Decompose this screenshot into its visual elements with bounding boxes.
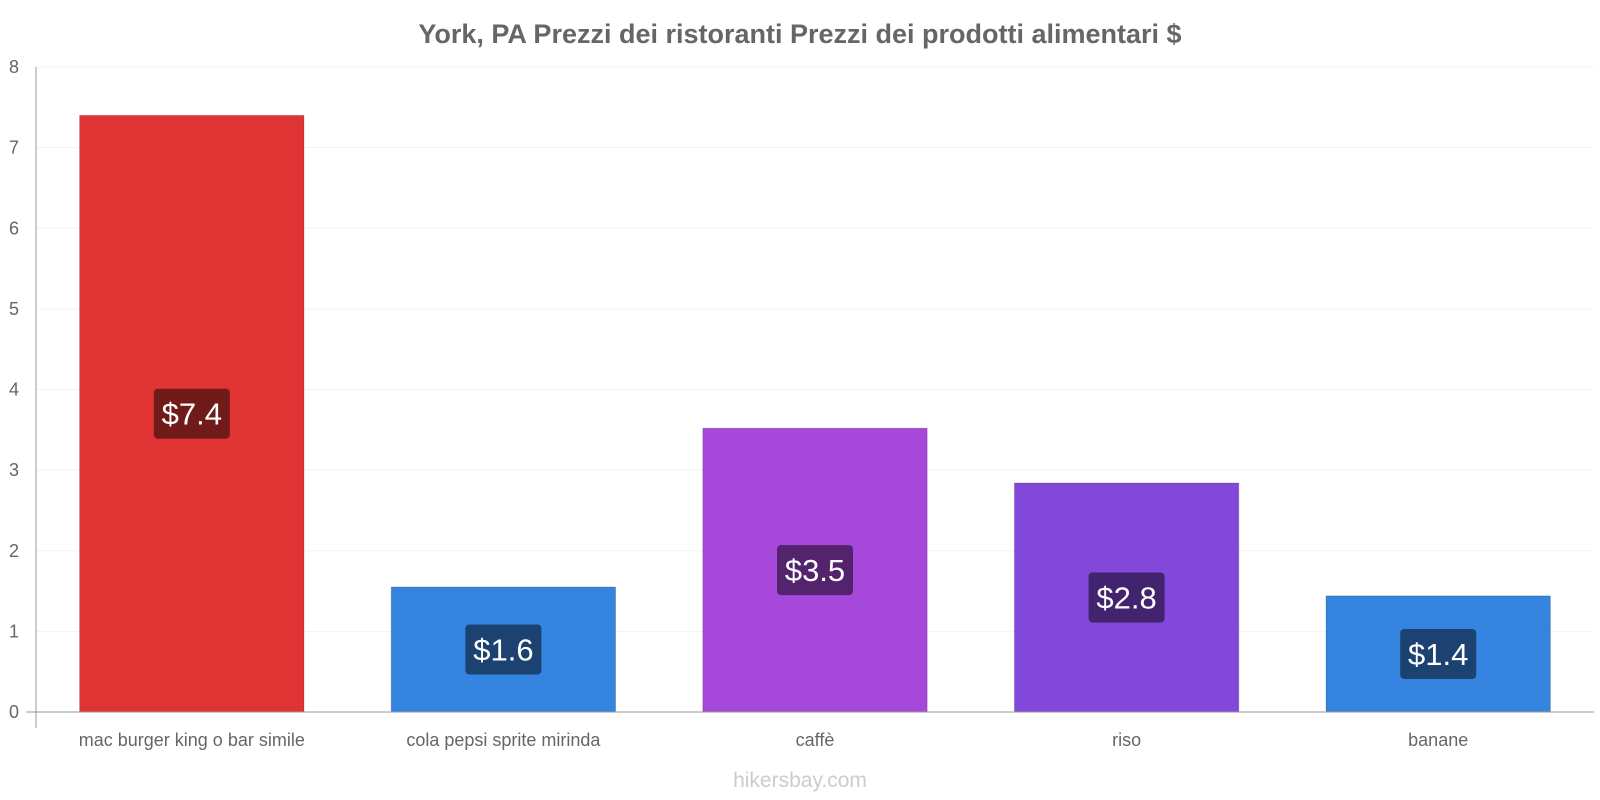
x-tick-label: banane <box>1408 730 1468 750</box>
y-tick-label: 7 <box>9 138 19 158</box>
data-label: $7.4 <box>162 397 222 432</box>
y-tick-label: 8 <box>9 57 19 77</box>
bars-layer <box>79 114 1551 713</box>
data-label-box <box>465 624 542 675</box>
y-tick-label: 0 <box>9 702 19 722</box>
y-tick-label: 1 <box>9 621 19 641</box>
x-tick-label: riso <box>1112 730 1141 750</box>
data-label-box <box>1400 628 1477 679</box>
data-label: $1.6 <box>473 633 533 668</box>
x-tick-label: cola pepsi sprite mirinda <box>406 730 601 750</box>
data-label: $1.4 <box>1408 637 1468 672</box>
data-label-box <box>777 545 853 596</box>
y-tick-label: 3 <box>9 460 19 480</box>
watermark: hikersbay.com <box>733 769 867 792</box>
data-label: $3.5 <box>785 553 845 588</box>
x-tick-label: mac burger king o bar simile <box>79 730 305 750</box>
data-label-box <box>1088 572 1165 623</box>
y-tick-label: 6 <box>9 218 19 238</box>
data-labels-layer: $7.4 $1.6 $3.5 $2.8 $1.4 <box>153 388 1477 679</box>
chart-title: York, PA Prezzi dei ristoranti Prezzi de… <box>418 19 1181 49</box>
data-label-box <box>153 388 230 439</box>
y-tick-label: 4 <box>9 380 19 400</box>
y-tick-label: 5 <box>9 299 19 319</box>
data-label: $2.8 <box>1096 581 1156 616</box>
axis-layer: 0 1 2 3 4 5 6 7 8 mac burger king o bar simile col… <box>9 57 1594 750</box>
x-tick-label: caffè <box>796 730 835 750</box>
y-tick-label: 2 <box>9 541 19 561</box>
